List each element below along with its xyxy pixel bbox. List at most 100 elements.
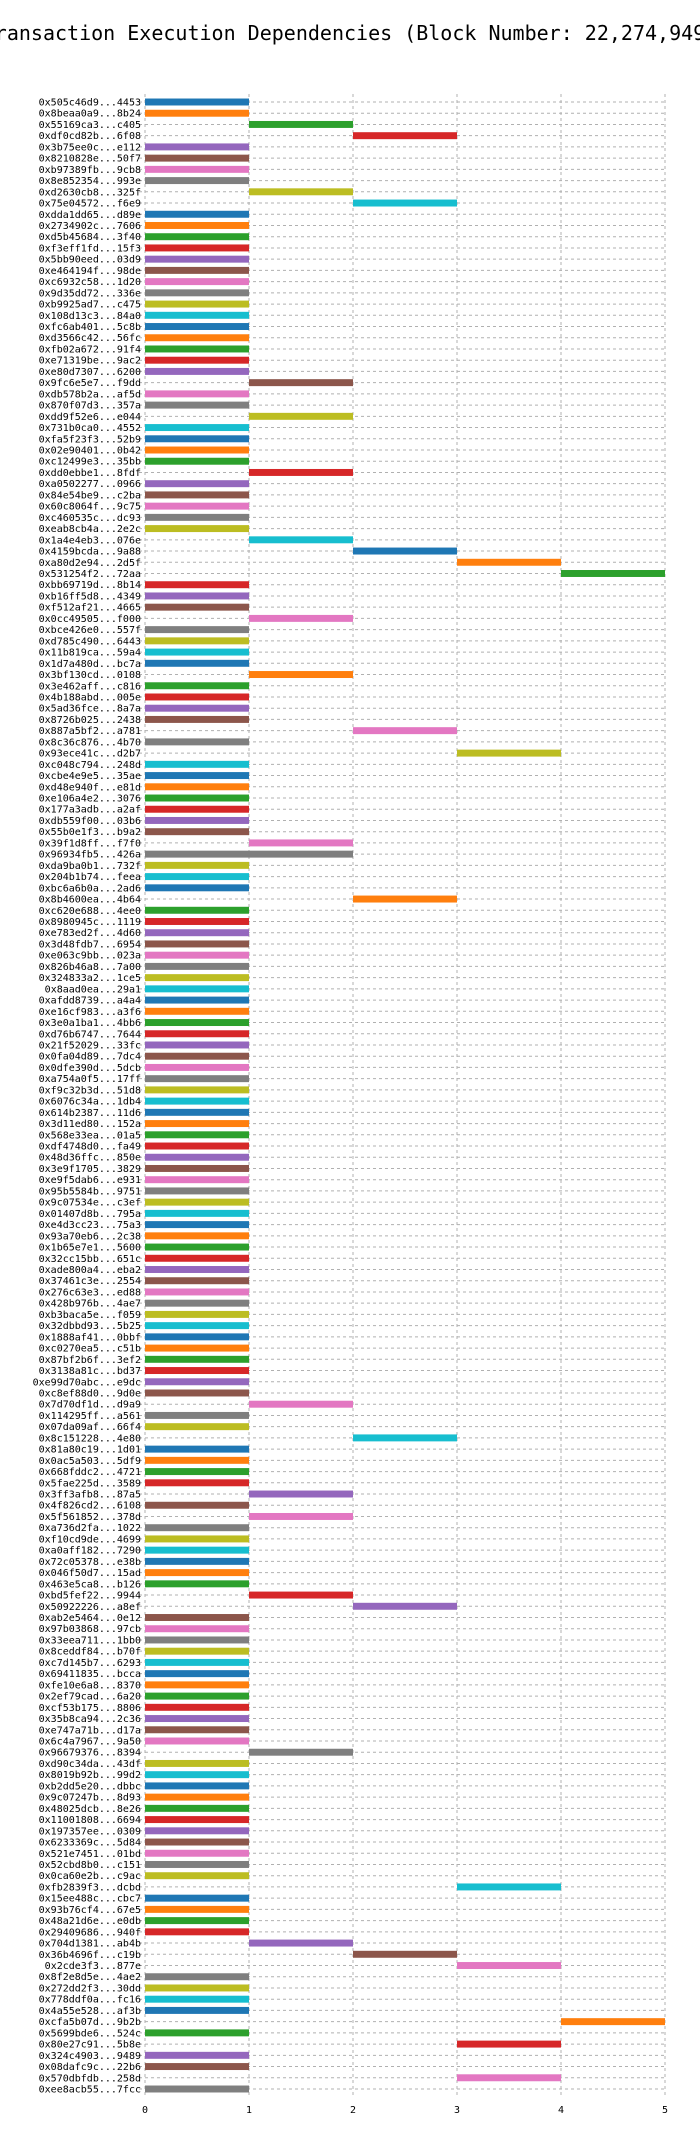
y-tick-label: 0xc048c794...248d	[39, 760, 141, 771]
y-tick-label: 0x8c151228...4e80	[39, 1433, 141, 1444]
tx-bar	[249, 468, 353, 476]
tx-bar	[145, 1468, 249, 1476]
tx-bar	[145, 1984, 249, 1992]
tx-bar	[145, 738, 249, 746]
y-tick-label: 0x4f826cd2...6108	[39, 1501, 141, 1512]
y-tick-label: 0xe4d3cc23...75a3	[39, 1220, 141, 1231]
tx-bar	[249, 412, 353, 420]
y-tick-label: 0xb16ff5d8...4349	[39, 591, 141, 602]
y-tick-label: 0x39f1d8ff...f7f0	[39, 838, 141, 849]
y-tick-label: 0xd90c34da...43df	[39, 1759, 141, 1770]
y-tick-label: 0xdd0ebbe1...8fdf	[39, 468, 141, 479]
tx-bar	[145, 1254, 249, 1262]
y-tick-label: 0xc620e688...4ee0	[39, 906, 141, 917]
tx-bar	[145, 1670, 249, 1678]
tx-bar	[145, 143, 249, 151]
tx-bar	[145, 682, 249, 690]
y-tick-label: 0x9fc6e5e7...f9dd	[39, 378, 141, 389]
y-tick-label: 0x5699bde6...524c	[39, 2028, 141, 2039]
y-tick-label: 0x6076c34a...1db4	[39, 1097, 141, 1108]
y-tick-label: 0xe80d7307...6200	[39, 367, 141, 378]
y-tick-label: 0x0ca60e2b...c9ac	[39, 1871, 141, 1882]
tx-bar	[145, 772, 249, 780]
tx-bar	[353, 1434, 457, 1442]
tx-bar	[145, 1726, 249, 1734]
tx-bar	[249, 839, 353, 847]
y-tick-label: 0x731b0ca0...4552	[39, 423, 141, 434]
tx-bar	[145, 648, 249, 656]
tx-bar	[145, 1894, 249, 1902]
tx-bar	[353, 1602, 457, 1610]
y-tick-label: 0x0ac5a503...5df9	[39, 1456, 141, 1467]
tx-bar	[145, 962, 249, 970]
y-tick-label: 0x08dafc9c...22b6	[39, 2062, 141, 2073]
y-tick-label: 0xc460535c...dc93	[39, 513, 141, 524]
y-tick-label: 0xdb578b2a...af5d	[39, 389, 141, 400]
tx-bar	[145, 210, 249, 218]
y-tick-label: 0xbce426e0...557f	[39, 625, 141, 636]
y-tick-label: 0xe99d70abc...e9dc	[33, 1377, 141, 1388]
tx-bar	[145, 1052, 249, 1060]
tx-bar	[457, 2040, 561, 2048]
tx-bar	[145, 884, 249, 892]
tx-bar	[145, 1658, 249, 1666]
tx-bar	[353, 132, 457, 140]
y-tick-label: 0x3ff3afb8...87a5	[39, 1490, 141, 1501]
y-tick-label: 0xa754a0f5...17ff	[39, 1074, 141, 1085]
tx-bar	[145, 446, 249, 454]
y-tick-label: 0xab2e5464...0e12	[39, 1613, 141, 1624]
y-tick-label: 0xcbe4e9e5...35ae	[39, 771, 141, 782]
tx-bar	[249, 671, 353, 679]
tx-bar	[145, 1849, 249, 1857]
tx-bar	[145, 592, 249, 600]
y-tick-label: 0x48025dcb...8e26	[39, 1804, 141, 1815]
tx-bar	[145, 1153, 249, 1161]
y-tick-label: 0xe71319be...9ac2	[39, 356, 141, 367]
y-tick-label: 0x4a55e528...af3b	[39, 2006, 141, 2017]
y-tick-label: 0x7d70df1d...d9a9	[39, 1400, 141, 1411]
y-tick-label: 0xb9925ad7...c475	[39, 300, 141, 311]
y-tick-label: 0x531254f2...72aa	[39, 569, 141, 580]
tx-bar	[249, 188, 353, 196]
tx-bar	[249, 1400, 353, 1408]
tx-bar	[145, 2085, 249, 2093]
y-tick-label: 0xe464194f...98de	[39, 266, 141, 277]
tx-bar	[249, 379, 353, 387]
tx-bar	[145, 715, 249, 723]
y-tick-label: 0x204b1b74...feea	[39, 872, 141, 883]
y-tick-label: 0xf9c32b3d...51d8	[39, 1085, 141, 1096]
y-tick-label: 0x93ece41c...d2b7	[39, 749, 141, 760]
tx-bar	[145, 1176, 249, 1184]
y-tick-label: 0x276c63e3...ed88	[39, 1287, 141, 1298]
tx-bar	[145, 1569, 249, 1577]
tx-bar	[145, 1771, 249, 1779]
y-tick-label: 0xda9ba0b1...732f	[39, 861, 141, 872]
tx-bar	[145, 1333, 249, 1341]
tx-bar	[145, 929, 249, 937]
tx-bar	[353, 727, 457, 735]
y-tick-label: 0xfc6ab401...5c8b	[39, 322, 141, 333]
y-tick-label: 0xa0aff182...7290	[39, 1546, 141, 1557]
y-tick-label: 0xafdd8739...a4a4	[39, 996, 141, 1007]
tx-bar	[145, 906, 249, 914]
y-tick-label: 0x52cbd8b0...c151	[39, 1860, 141, 1871]
y-tick-label: 0x55169ca3...c405	[39, 120, 141, 131]
y-tick-label: 0xd785c490...6443	[39, 636, 141, 647]
tx-bar	[145, 1928, 249, 1936]
y-tick-label: 0xd48e940f...e81d	[39, 782, 141, 793]
y-tick-label: 0xf3eff1fd...15f3	[39, 243, 141, 254]
tx-bar	[145, 1782, 249, 1790]
tx-bar	[145, 1310, 249, 1318]
tx-bar	[145, 2029, 249, 2037]
tx-bar	[145, 816, 249, 824]
y-tick-label: 0x570dbfdb...258d	[39, 2073, 141, 2084]
y-tick-label: 0x96679376...8394	[39, 1748, 141, 1759]
x-tick-label: 4	[558, 2105, 564, 2116]
tx-bar	[145, 996, 249, 1004]
tx-bar	[145, 985, 249, 993]
y-tick-label: 0x01407d8b...795a	[39, 1209, 141, 1220]
tx-bar	[145, 2051, 249, 2059]
y-tick-label: 0x8210828e...50f7	[39, 154, 141, 165]
y-tick-label: 0x8019b92b...99d2	[39, 1770, 141, 1781]
y-tick-label: 0x81a80c19...1d01	[39, 1445, 141, 1456]
